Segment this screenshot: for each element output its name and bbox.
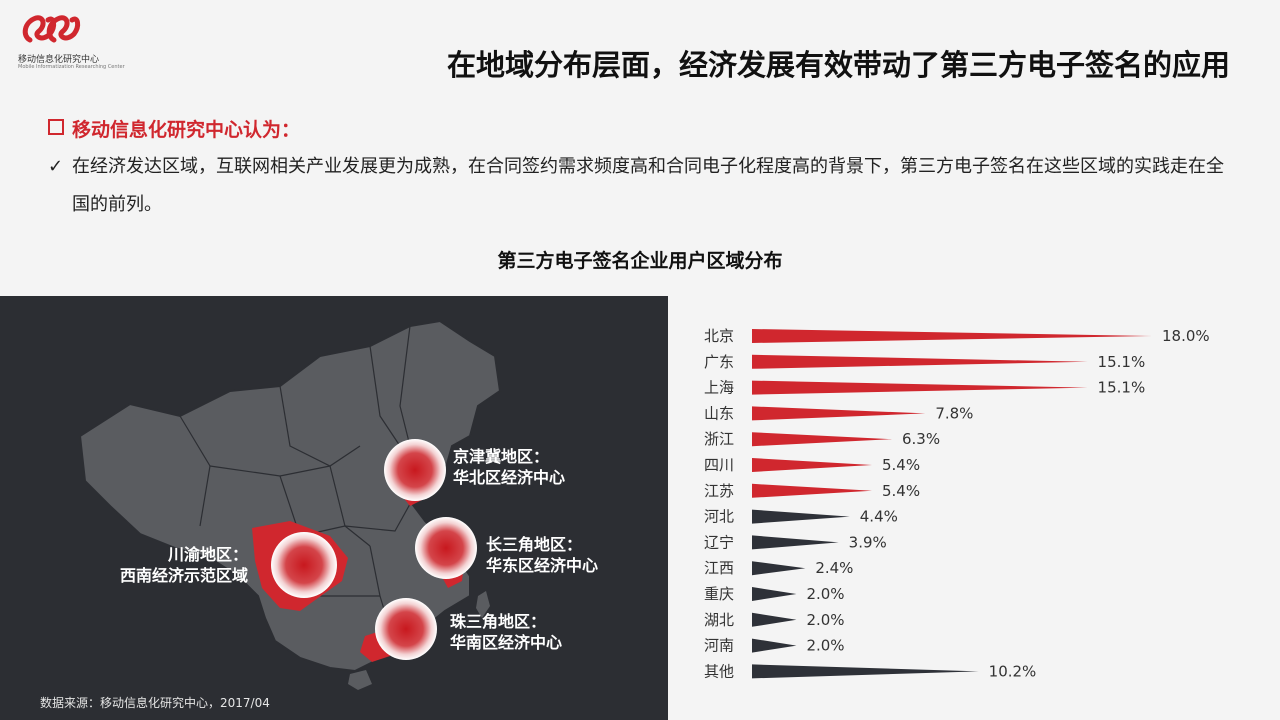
bar-13	[752, 664, 979, 679]
bar-6	[752, 483, 872, 498]
region-label-jingjinji: 京津冀地区： 华北区经济中心	[453, 447, 566, 487]
value-label-12: 2.0%	[806, 637, 844, 655]
bar-9	[752, 561, 806, 576]
bar-5	[752, 458, 872, 472]
category-label-5: 四川	[704, 456, 734, 474]
bar-0	[752, 329, 1152, 343]
category-label-12: 河南	[704, 637, 734, 655]
logo: 移动信息化研究中心 Mobile Informatization Researc…	[8, 8, 125, 70]
checkmark-icon: ✓	[48, 156, 64, 177]
value-label-2: 15.1%	[1098, 379, 1146, 397]
bar-12	[752, 638, 797, 653]
value-label-11: 2.0%	[806, 611, 844, 629]
category-label-13: 其他	[704, 662, 734, 680]
bar-3	[752, 406, 926, 421]
value-label-1: 15.1%	[1098, 353, 1146, 371]
category-label-4: 浙江	[704, 430, 734, 448]
category-label-10: 重庆	[704, 585, 734, 603]
hainan-shape	[348, 670, 372, 690]
chart-title: 第三方电子签名企业用户区域分布	[497, 250, 783, 272]
bar-2	[752, 380, 1088, 395]
category-label-11: 湖北	[704, 611, 734, 629]
value-label-7: 4.4%	[860, 508, 898, 526]
taiwan-shape	[476, 591, 490, 618]
china-map	[78, 319, 502, 690]
china-mainland-shape	[78, 319, 502, 673]
square-bullet-icon	[48, 119, 64, 135]
bar-1	[752, 354, 1088, 369]
insight-text: 在经济发达区域，互联网相关产业发展更为成熟，在合同签约需求频度高和合同电子化程度…	[72, 156, 1224, 215]
logo-mark-icon	[22, 15, 81, 43]
value-label-3: 7.8%	[935, 404, 973, 422]
changsanjiao-marker	[415, 517, 477, 579]
region-bar-chart: 北京 18.0% 广东 15.1% 上海 15.1% 山东 7.8% 浙江 6.3% 四川 5.4% 江…	[704, 327, 1210, 680]
value-label-8: 3.9%	[849, 533, 887, 551]
chuanyu-marker	[271, 532, 337, 598]
category-label-7: 河北	[704, 508, 734, 526]
value-label-5: 5.4%	[882, 456, 920, 474]
value-label-9: 2.4%	[815, 559, 853, 577]
value-label-10: 2.0%	[806, 585, 844, 603]
region-label-zhusanjiao: 珠三角地区： 华南区经济中心	[450, 612, 563, 652]
bar-11	[752, 612, 797, 627]
bar-4	[752, 432, 892, 447]
bar-7	[752, 509, 850, 524]
value-label-13: 10.2%	[989, 662, 1037, 680]
value-label-6: 5.4%	[882, 482, 920, 500]
category-label-9: 江西	[704, 559, 734, 577]
category-label-0: 北京	[704, 327, 734, 345]
logo-name: 移动信息化研究中心	[18, 55, 100, 65]
section-title: 移动信息化研究中心认为：	[48, 115, 300, 142]
page-title: 在地域分布层面，经济发展有效带动了第三方电子签名的应用	[446, 48, 1230, 82]
category-label-1: 广东	[704, 353, 734, 371]
category-label-3: 山东	[704, 404, 734, 422]
category-label-6: 江苏	[704, 482, 734, 500]
bar-8	[752, 535, 839, 550]
region-label-chuanyu: 川渝地区： 西南经济示范区域	[120, 545, 249, 585]
value-label-4: 6.3%	[902, 430, 940, 448]
zhusanjiao-marker	[375, 598, 437, 660]
insight-bullet: ✓ 在经济发达区域，互联网相关产业发展更为成熟，在合同签约需求频度高和合同电子化…	[48, 148, 1238, 224]
jingjinji-marker	[384, 439, 446, 501]
category-label-2: 上海	[704, 379, 734, 397]
map-panel: 京津冀地区： 华北区经济中心 长三角地区： 华东区经济中心 川渝地区： 西南经济…	[0, 296, 668, 720]
data-source: 数据来源：移动信息化研究中心，2017/04	[40, 696, 270, 710]
section-title-text: 移动信息化研究中心认为：	[72, 119, 301, 141]
value-label-0: 18.0%	[1162, 327, 1210, 345]
bar-10	[752, 587, 797, 601]
category-label-8: 辽宁	[704, 533, 734, 551]
logo-name-en: Mobile Informatization Researching Cente…	[18, 64, 125, 70]
region-label-changsanjiao: 长三角地区： 华东区经济中心	[486, 535, 599, 575]
